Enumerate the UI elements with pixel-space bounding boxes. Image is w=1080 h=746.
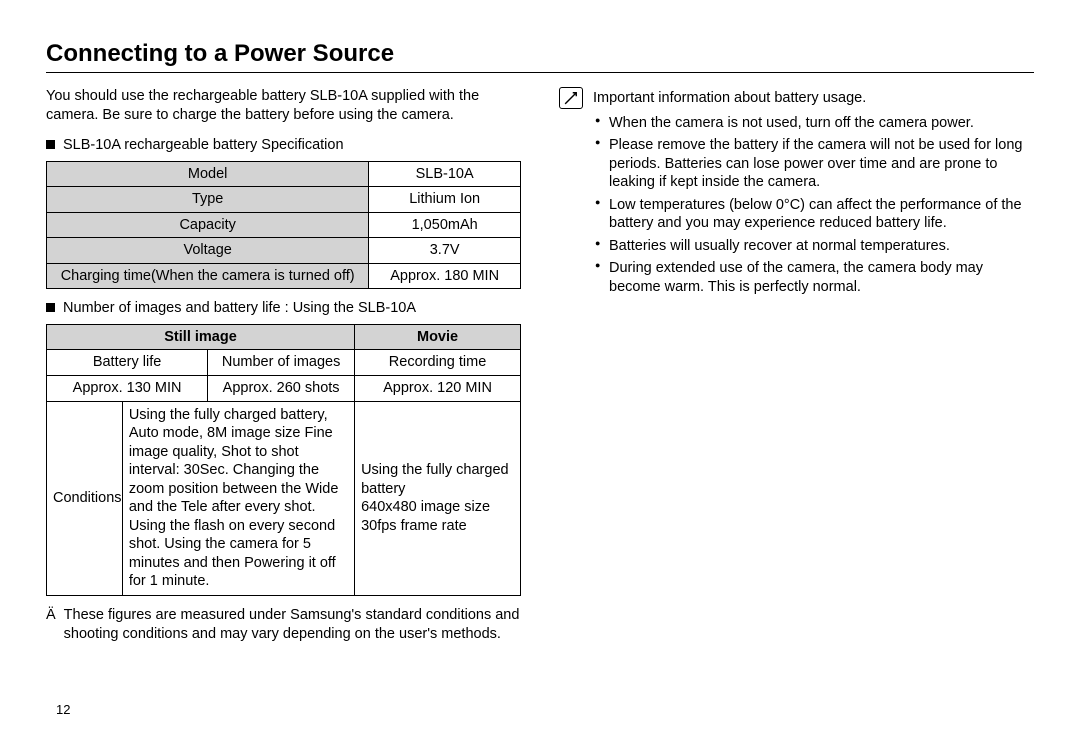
footnote-text: These figures are measured under Samsung… [64, 606, 521, 643]
table-row: Charging time(When the camera is turned … [47, 263, 521, 289]
list-item: During extended use of the camera, the c… [595, 259, 1034, 296]
conditions-movie: Using the fully charged battery 640x480 … [355, 401, 521, 595]
square-bullet-icon [46, 140, 55, 149]
spec-heading-row: SLB-10A rechargeable battery Specificati… [46, 136, 521, 155]
list-item: Low temperatures (below 0°C) can affect … [595, 196, 1034, 233]
list-item: Batteries will usually recover at normal… [595, 237, 1034, 256]
list-item: When the camera is not used, turn off th… [595, 114, 1034, 133]
note-icon [559, 87, 583, 109]
still-image-header: Still image [47, 324, 355, 350]
list-item: Please remove the battery if the camera … [595, 136, 1034, 192]
battlife-heading-row: Number of images and battery life : Usin… [46, 299, 521, 318]
table-row: Battery life Number of images Recording … [47, 350, 521, 376]
table-row: Capacity1,050mAh [47, 212, 521, 238]
left-column: You should use the rechargeable battery … [46, 87, 521, 643]
page-number: 12 [56, 702, 70, 717]
table-row: Conditions Using the fully charged batte… [47, 401, 521, 595]
info-bullet-list: When the camera is not used, turn off th… [593, 114, 1034, 297]
table-row: Still image Movie [47, 324, 521, 350]
movie-header: Movie [355, 324, 521, 350]
table-row: ModelSLB-10A [47, 161, 521, 187]
table-row: TypeLithium Ion [47, 187, 521, 213]
square-bullet-icon [46, 303, 55, 312]
footnote-row: Ä These figures are measured under Samsu… [46, 606, 521, 643]
page-title: Connecting to a Power Source [46, 40, 1034, 73]
spec-heading: SLB-10A rechargeable battery Specificati… [63, 136, 344, 155]
right-column: Important information about battery usag… [559, 87, 1034, 643]
footnote-mark: Ä [46, 606, 56, 643]
spec-table: ModelSLB-10A TypeLithium Ion Capacity1,0… [46, 161, 521, 290]
conditions-label: Conditions [47, 401, 123, 595]
battery-life-table: Still image Movie Battery life Number of… [46, 324, 521, 596]
intro-paragraph: You should use the rechargeable battery … [46, 87, 521, 124]
battlife-heading: Number of images and battery life : Usin… [63, 299, 416, 318]
info-heading: Important information about battery usag… [593, 89, 1034, 108]
conditions-still: Using the fully charged battery, Auto mo… [122, 401, 354, 595]
table-row: Voltage3.7V [47, 238, 521, 264]
table-row: Approx. 130 MIN Approx. 260 shots Approx… [47, 376, 521, 402]
